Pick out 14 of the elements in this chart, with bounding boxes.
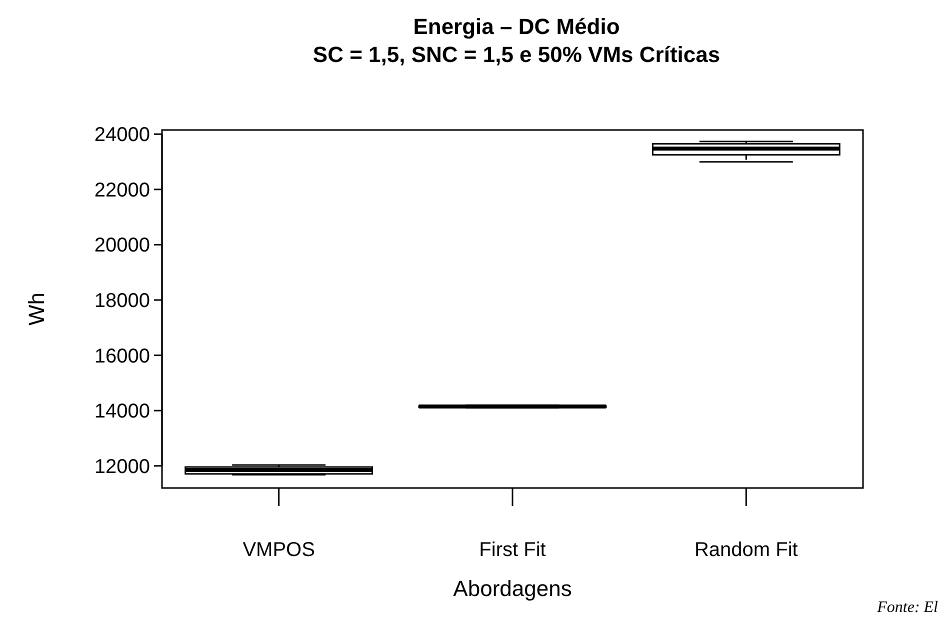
- x-tick-label: Random Fit: [694, 539, 798, 561]
- y-tick-label: 24000: [94, 124, 150, 146]
- y-tick-label: 20000: [94, 234, 150, 257]
- y-tick-label: 16000: [94, 345, 150, 368]
- y-tick-label: 18000: [94, 290, 150, 312]
- y-axis-title: Wh: [24, 292, 49, 326]
- x-axis-title: Abordagens: [453, 576, 572, 601]
- x-tick-label: First Fit: [479, 539, 546, 561]
- source-note: Fonte: El: [876, 599, 939, 616]
- y-tick-label: 14000: [94, 400, 150, 423]
- x-tick-label: VMPOS: [242, 539, 315, 561]
- y-tick-label: 12000: [94, 456, 150, 478]
- chart-title: Energia – DC Médio SC = 1,5, SNC = 1,5 e 50% VMs Críticas: [312, 14, 720, 67]
- y-tick-label: 22000: [94, 179, 150, 202]
